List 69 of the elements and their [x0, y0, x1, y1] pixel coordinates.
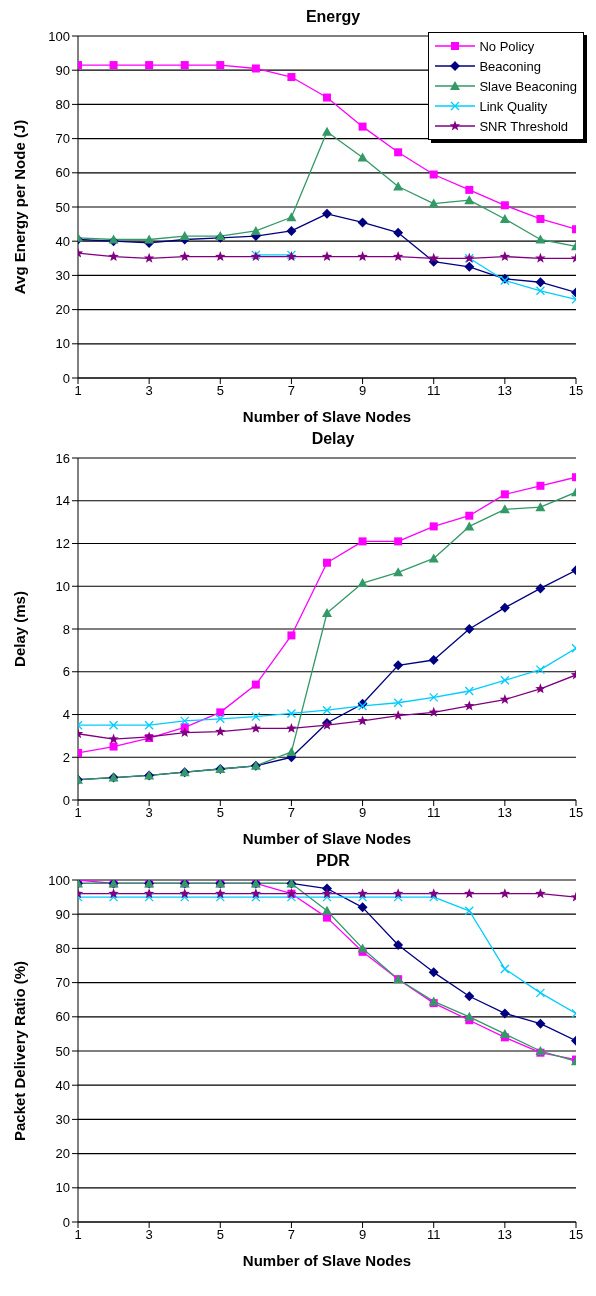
x-tick-label: 15	[568, 1227, 584, 1243]
y-tick-label: 80	[55, 97, 70, 113]
chart-title: Energy	[304, 8, 362, 27]
x-tick-label: 7	[287, 383, 296, 399]
y-tick-label: 10	[55, 1180, 70, 1196]
y-tick-label: 8	[62, 621, 70, 637]
y-tick-label: 60	[55, 165, 70, 181]
x-tick-label: 5	[216, 1227, 224, 1243]
y-tick-label: 14	[55, 493, 70, 509]
x-tick-label: 1	[74, 1227, 82, 1243]
x-tick-label: 3	[145, 1227, 153, 1243]
y-axis-title: Packet Delivery Ratio (%)	[11, 960, 29, 1142]
x-tick-label: 7	[287, 1227, 296, 1243]
x-tick-label: 15	[568, 805, 584, 821]
x-tick-label: 11	[426, 805, 441, 821]
y-tick-label: 10	[55, 336, 70, 352]
x-tick-label: 3	[145, 383, 153, 399]
x-tick-label: 1	[74, 383, 82, 399]
y-tick-label: 12	[55, 536, 70, 552]
y-tick-label: 100	[48, 28, 70, 44]
x-tick-label: 13	[497, 1227, 513, 1243]
x-axis-title: Number of Slave Nodes	[242, 1252, 412, 1269]
y-tick-label: 0	[62, 792, 70, 808]
x-axis-title: Number of Slave Nodes	[242, 830, 412, 847]
chart-title: Delay	[310, 430, 356, 449]
y-tick-label: 2	[62, 749, 70, 765]
y-axis-title: Avg Energy per Node (J)	[11, 119, 29, 295]
y-tick-label: 100	[48, 872, 70, 888]
y-tick-label: 30	[55, 268, 70, 284]
x-tick-label: 5	[216, 383, 224, 399]
y-tick-label: 6	[62, 664, 70, 680]
y-tick-label: 50	[55, 1043, 70, 1059]
x-tick-label: 15	[568, 383, 584, 399]
y-tick-label: 16	[55, 450, 70, 466]
y-tick-label: 10	[55, 578, 70, 594]
y-tick-label: 70	[55, 975, 70, 991]
legend-label: No Policy	[479, 38, 535, 54]
y-tick-label: 40	[55, 1077, 70, 1093]
legend-label: Slave Beaconing	[479, 78, 577, 94]
y-tick-label: 0	[62, 1214, 70, 1230]
x-tick-label: 1	[74, 805, 82, 821]
y-tick-label: 4	[62, 707, 70, 723]
y-axis-title: Delay (ms)	[11, 591, 29, 667]
y-tick-label: 90	[55, 906, 70, 922]
x-tick-label: 3	[145, 805, 153, 821]
x-tick-label: 9	[358, 1227, 367, 1243]
x-tick-label: 11	[426, 383, 441, 399]
x-tick-label: 9	[358, 383, 367, 399]
y-tick-label: 20	[55, 302, 70, 318]
legend-label: Beaconing	[479, 58, 541, 74]
y-tick-label: 40	[55, 233, 70, 249]
x-tick-label: 5	[216, 805, 224, 821]
y-tick-label: 60	[55, 1009, 70, 1025]
y-tick-label: 30	[55, 1112, 70, 1128]
x-axis-title: Number of Slave Nodes	[242, 408, 412, 425]
chart-title: PDR	[315, 852, 351, 871]
y-tick-label: 20	[55, 1146, 70, 1162]
y-tick-label: 70	[55, 131, 70, 147]
x-tick-label: 11	[426, 1227, 441, 1243]
y-tick-label: 50	[55, 199, 70, 215]
x-tick-label: 9	[358, 805, 367, 821]
y-tick-label: 90	[55, 62, 70, 78]
y-tick-label: 0	[62, 370, 70, 386]
x-tick-label: 13	[497, 805, 513, 821]
legend-label: Link Quality	[479, 98, 548, 114]
x-tick-label: 7	[287, 805, 296, 821]
legend-label: SNR Threshold	[479, 118, 569, 134]
y-tick-label: 80	[55, 941, 70, 957]
x-tick-label: 13	[497, 383, 513, 399]
